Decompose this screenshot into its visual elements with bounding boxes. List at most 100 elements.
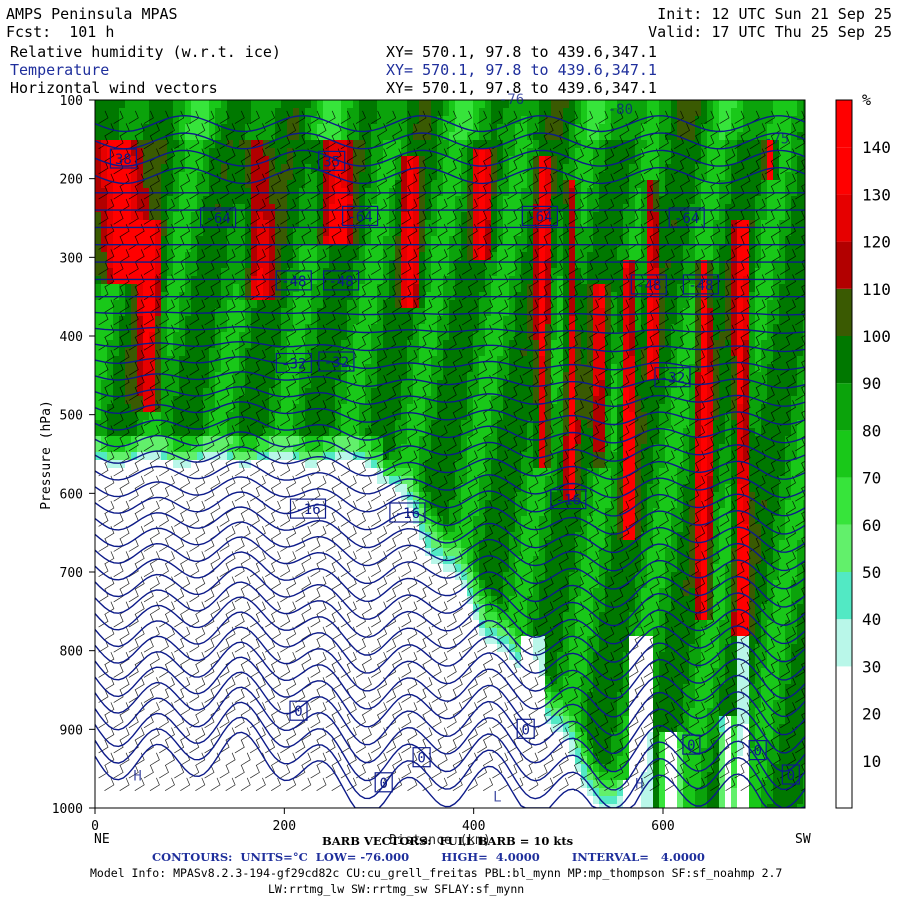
rh-cell xyxy=(209,580,216,589)
rh-cell xyxy=(197,396,204,405)
rh-cell xyxy=(191,204,198,213)
rh-cell xyxy=(353,508,360,517)
rh-cell xyxy=(293,276,300,285)
rh-cell xyxy=(341,652,348,661)
rh-cell xyxy=(143,372,150,381)
rh-cell xyxy=(407,732,414,741)
rh-cell xyxy=(149,228,156,237)
rh-cell xyxy=(317,716,324,725)
rh-cell xyxy=(281,564,288,573)
rh-cell xyxy=(317,788,324,797)
rh-cell xyxy=(311,244,318,253)
rh-cell xyxy=(419,724,426,733)
rh-cell xyxy=(131,620,138,629)
rh-cell xyxy=(419,340,426,349)
rh-cell xyxy=(149,468,156,477)
rh-cell xyxy=(173,444,180,453)
rh-cell xyxy=(395,252,402,261)
rh-cell xyxy=(281,524,288,533)
rh-cell xyxy=(125,428,132,437)
rh-cell xyxy=(245,268,252,277)
rh-cell xyxy=(395,308,402,317)
rh-cell xyxy=(131,612,138,621)
rh-cell xyxy=(263,172,270,181)
rh-cell xyxy=(371,732,378,741)
rh-cell xyxy=(149,356,156,365)
rh-cell xyxy=(419,660,426,669)
rh-cell xyxy=(149,692,156,701)
rh-cell xyxy=(167,428,174,437)
rh-cell xyxy=(359,228,366,237)
rh-cell xyxy=(245,340,252,349)
rh-cell xyxy=(155,252,162,261)
rh-cell xyxy=(107,500,114,509)
rh-cell xyxy=(419,236,426,245)
init-time: Init: 12 UTC Sun 21 Sep 25 xyxy=(657,5,892,23)
rh-cell xyxy=(131,396,138,405)
rh-cell xyxy=(419,228,426,237)
rh-cell xyxy=(131,508,138,517)
rh-cell xyxy=(341,132,348,141)
rh-cell xyxy=(203,404,210,413)
rh-cell xyxy=(419,460,426,469)
rh-cell xyxy=(185,804,192,808)
rh-cell xyxy=(329,316,336,325)
rh-cell xyxy=(227,796,234,805)
rh-cell xyxy=(371,764,378,773)
rh-cell xyxy=(347,460,354,469)
rh-cell xyxy=(251,580,258,589)
rh-cell xyxy=(305,684,312,693)
rh-cell xyxy=(155,284,162,293)
rh-cell xyxy=(305,772,312,781)
rh-cell xyxy=(311,380,318,389)
rh-cell xyxy=(131,268,138,277)
rh-cell xyxy=(371,204,378,213)
rh-cell xyxy=(377,612,384,621)
rh-cell xyxy=(107,684,114,693)
rh-cell xyxy=(197,348,204,357)
rh-cell xyxy=(155,260,162,269)
rh-cell xyxy=(365,572,372,581)
rh-cell xyxy=(407,660,414,669)
rh-cell xyxy=(359,700,366,709)
rh-cell xyxy=(341,212,348,221)
rh-cell xyxy=(323,492,330,501)
rh-cell xyxy=(245,612,252,621)
rh-cell xyxy=(365,788,372,797)
rh-cell xyxy=(131,476,138,485)
rh-cell xyxy=(137,108,144,117)
rh-cell xyxy=(155,804,162,808)
rh-cell xyxy=(215,468,222,477)
rh-cell xyxy=(281,532,288,541)
rh-cell xyxy=(377,460,384,469)
rh-cell xyxy=(401,100,408,109)
rh-cell xyxy=(365,780,372,789)
rh-cell xyxy=(365,316,372,325)
rh-cell xyxy=(125,692,132,701)
rh-cell xyxy=(299,212,306,221)
rh-cell xyxy=(311,508,318,517)
rh-cell xyxy=(227,324,234,333)
rh-cell xyxy=(299,156,306,165)
rh-cell xyxy=(293,588,300,597)
rh-cell xyxy=(209,716,216,725)
rh-cell xyxy=(191,516,198,525)
rh-cell xyxy=(95,228,102,237)
rh-cell xyxy=(197,516,204,525)
rh-cell xyxy=(317,732,324,741)
rh-cell xyxy=(113,676,120,685)
rh-cell xyxy=(425,636,432,645)
rh-cell xyxy=(227,364,234,373)
rh-cell xyxy=(323,452,330,461)
rh-cell xyxy=(323,708,330,717)
rh-cell xyxy=(293,652,300,661)
rh-cell xyxy=(113,172,120,181)
rh-cell xyxy=(395,300,402,309)
rh-cell xyxy=(161,316,168,325)
rh-cell xyxy=(101,212,108,221)
rh-cell xyxy=(275,780,282,789)
rh-cell xyxy=(341,628,348,637)
rh-cell xyxy=(413,596,420,605)
rh-cell xyxy=(371,532,378,541)
rh-cell xyxy=(329,564,336,573)
